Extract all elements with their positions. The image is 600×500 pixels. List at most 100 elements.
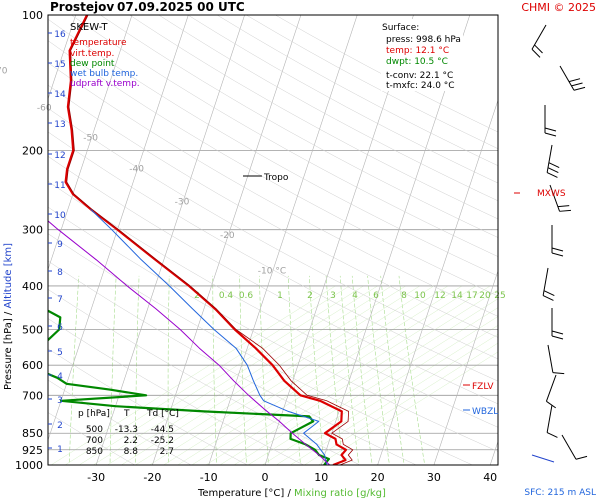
xlabel-temp: Temperature [°C]: [197, 488, 284, 499]
altitude-tick-label: 4: [57, 372, 63, 382]
wind-barb-flag: [531, 48, 541, 58]
tropo-label: Tropo: [263, 173, 289, 183]
mixing-ratio-label: 2: [307, 291, 313, 301]
altitude-tick-label: 5: [57, 348, 63, 358]
altitude-tick-label: 3: [57, 396, 63, 406]
isotherm-line: [377, 99, 498, 465]
mixing-ratio-label: 2: [194, 291, 200, 301]
table-cell: 2.7: [160, 447, 174, 457]
altitude-tick-label: 6: [57, 323, 63, 333]
dry-adiabat: [48, 131, 498, 382]
isotherm-label: -60: [37, 103, 52, 113]
wind-barb: [546, 404, 558, 438]
table-cell: 700: [86, 436, 103, 446]
wind-barb-flag: [546, 432, 558, 438]
table-cell: -25.2: [151, 436, 174, 446]
surface-tconv: t-conv: 22.1 °C: [386, 71, 453, 81]
profile-series: [48, 15, 354, 465]
dry-adiabat: [129, 15, 498, 220]
isotherm-label: -40: [129, 165, 144, 175]
wind-barb-flag: [546, 172, 558, 178]
wind-barb-flag: [575, 455, 588, 460]
dry-adiabat: [48, 181, 498, 428]
dry-adiabat: [48, 233, 474, 465]
wind-barb-staff: [561, 434, 577, 460]
temperature-tick-label: 0: [262, 471, 269, 484]
legend-item-dew-point: dew point: [70, 59, 115, 69]
wind-barb-flag: [559, 209, 571, 212]
isotherm-line: [48, 15, 77, 100]
wind-barb: [559, 65, 586, 91]
xlabel-separator: /: [284, 488, 294, 499]
series-temperature: [64, 15, 348, 465]
surface-title: Surface:: [382, 23, 419, 33]
ylabel-pressure: Pressure [hPa]: [3, 318, 14, 390]
y-axis-title: Pressure [hPa] / Altitude [km]: [3, 243, 14, 390]
table-header-p: p [hPa]: [78, 409, 110, 419]
station-name: Prostejov: [50, 0, 114, 14]
isotherm-line: [433, 269, 498, 465]
legend-item-updraft: udpraft v.temp.: [70, 79, 140, 89]
wind-barb-flag: [548, 162, 560, 169]
temperature-tick-label: 40: [483, 471, 497, 484]
temperature-tick-label: -10: [200, 471, 218, 484]
wind-barb: [546, 144, 560, 178]
pressure-tick-label: 925: [22, 444, 43, 457]
series-dew-point: [48, 309, 330, 465]
table-cell: -13.3: [115, 425, 138, 435]
altitude-tick-label: 1: [57, 445, 63, 455]
wind-barb-flag: [542, 295, 554, 301]
isotherm-line: [208, 15, 358, 465]
dry-adiabat: [48, 84, 498, 338]
mixing-ratio-line: [134, 275, 140, 465]
wind-barb-staff: [546, 404, 553, 433]
altitude-tick-label: 14: [54, 90, 66, 100]
pressure-tick-label: 100: [22, 9, 43, 22]
table-header-td: Td [°C]: [146, 409, 179, 419]
mixing-ratio-label: 14: [451, 291, 463, 301]
mixing-ratio-line: [339, 275, 360, 465]
dry-adiabat: [48, 206, 498, 452]
mixing-ratio-line: [163, 285, 449, 465]
mixing-ratio-label: 6: [373, 291, 379, 301]
isotherm-label: -10 °C: [258, 266, 286, 276]
x-axis-title: Temperature [°C] / Mixing ratio [g/kg]: [197, 488, 386, 499]
table-cell: 8.8: [124, 447, 139, 457]
dry-adiabat-lines: [48, 15, 498, 465]
pressure-tick-label: 1000: [15, 459, 43, 472]
mixing-ratio-line: [380, 275, 405, 465]
mixing-ratio-line: [135, 285, 420, 465]
mixing-ratio-line: [239, 275, 247, 465]
mixing-ratio-line: [276, 325, 498, 465]
isotherm-label: -20: [220, 231, 235, 241]
mixing-ratio-line: [177, 285, 463, 465]
mixing-ratio-line: [233, 298, 498, 465]
temperature-tick-label: 20: [371, 471, 385, 484]
wind-barb: [549, 184, 571, 212]
isotherm-line: [48, 15, 189, 442]
wind-barb-flag: [568, 78, 581, 83]
surface-temp: temp: 12.1 °C: [386, 46, 449, 56]
wind-barb-flag: [544, 132, 557, 137]
series-wet-bulb-temp: [90, 208, 328, 465]
legend-item-wet-bulb: wet bulb temp.: [70, 69, 138, 79]
altitude-tick-label: 8: [57, 268, 63, 278]
wind-barb-flag: [551, 335, 564, 340]
altitude-tick-label: 12: [54, 151, 65, 161]
mixing-ratio-line: [50, 285, 336, 465]
mixing-ratio-line: [318, 351, 498, 465]
series-virt-temp: [66, 15, 354, 465]
dry-adiabat: [48, 155, 498, 405]
altitude-tick-label: 2: [57, 421, 63, 431]
dry-adiabat: [158, 15, 498, 202]
mixing-ratio-label: 3: [330, 291, 336, 301]
mixing-ratio-labels: 2 0.4 0.6 1 2 3 4 6 8 10 12 14 17 20 25: [194, 291, 506, 301]
mixing-ratio-line: [247, 307, 498, 465]
wind-barb: [544, 105, 557, 137]
wbzl-label: WBZL: [472, 407, 498, 417]
mixing-ratio-line: [290, 333, 498, 465]
wind-barb-flag: [551, 330, 564, 335]
mixing-ratio-label: 1: [277, 291, 283, 301]
